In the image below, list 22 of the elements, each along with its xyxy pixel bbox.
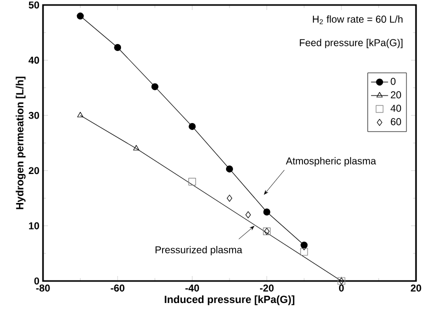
legend-label: 60 (390, 118, 402, 126)
y-tick-label: 50 (28, 1, 40, 9)
annotation: Pressurized plasma (156, 246, 242, 256)
x-tick-label: -60 (110, 284, 124, 292)
x-axis-title: Induced pressure [kPa(G)] (164, 295, 294, 306)
legend-title: Feed pressure [kPa(G)] (300, 38, 402, 48)
y-tick-label: 10 (29, 222, 40, 230)
x-tick-label: -20 (260, 284, 274, 292)
y-tick-label: 30 (28, 112, 40, 119)
y-tick-label: 20 (28, 167, 40, 174)
y-axis-title: Hydrogen permeation [L/h] (16, 76, 26, 210)
x-tick-label: -80 (36, 284, 50, 292)
legend-label: 40 (390, 104, 402, 112)
legend-label: 20 (390, 91, 402, 98)
y-tick-label: 40 (28, 56, 40, 64)
x-tick-label: -40 (185, 284, 199, 292)
legend-label: 0 (390, 78, 396, 85)
annotation: Atmospheric plasma (286, 157, 376, 166)
y-tick-label: 0 (34, 277, 40, 285)
annotation: H$_{2}$ flow rate = 60 L/h (312, 15, 403, 24)
x-tick-label: 0 (339, 284, 344, 292)
x-tick-label: 20 (410, 284, 422, 292)
